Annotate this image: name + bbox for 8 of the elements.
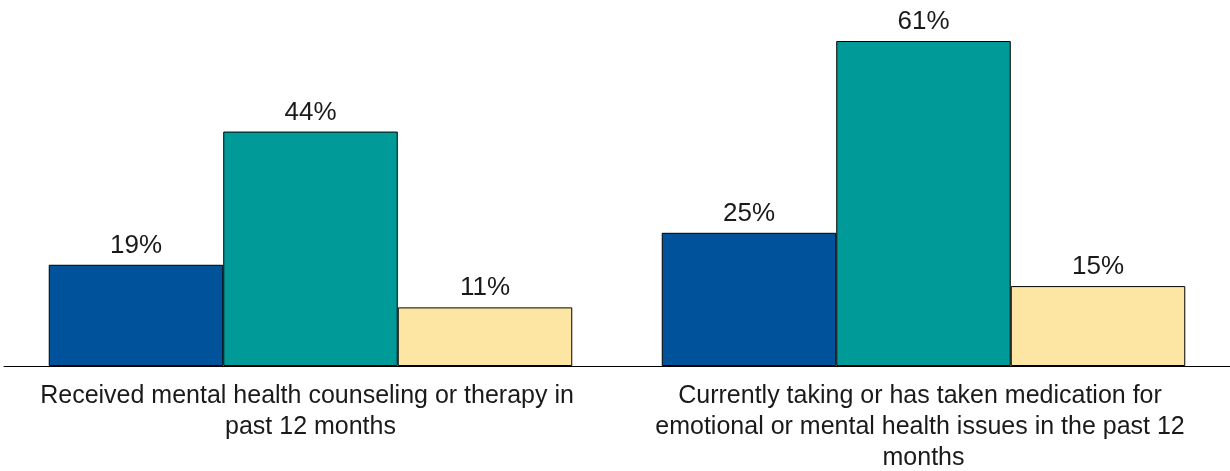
data-label: 15% (1071, 250, 1125, 281)
data-label: 44% (284, 95, 337, 126)
data-label: 11% (459, 271, 511, 302)
data-label: 19% (109, 228, 163, 259)
data-label: 61% (897, 5, 950, 35)
x-tick-label: Received mental health counseling or therapy in past 12 months (40, 379, 581, 439)
x-tick-label: Currently taking or has taken medication for emotional or mental health issues in the past 12 months (655, 379, 1192, 470)
data-label: 25% (722, 196, 776, 227)
